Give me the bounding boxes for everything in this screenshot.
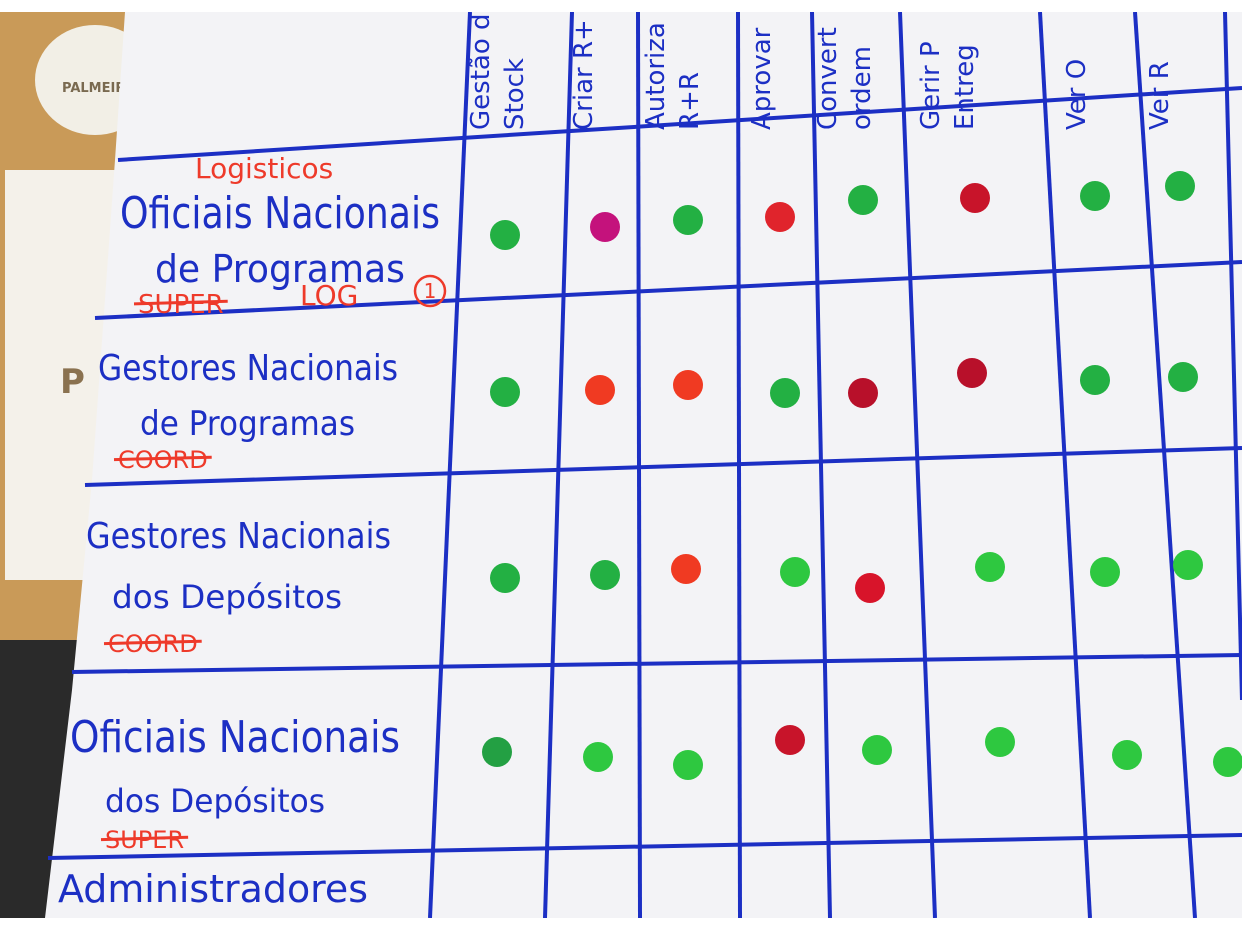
sticker-dot [490, 377, 520, 407]
row-label: dos Depósitos [105, 782, 325, 820]
column-header: Gestão d [466, 14, 496, 131]
column-header: Ver R [1145, 61, 1175, 130]
sticker-dot [673, 750, 703, 780]
sticker-dot [482, 737, 512, 767]
sticker-dot [855, 573, 885, 603]
sticker-dot [671, 554, 701, 584]
sticker-dot [1080, 181, 1110, 211]
grid [47, 11, 1242, 919]
annotation: 1 [424, 279, 437, 303]
row-label: Oficiais Nacionais [120, 188, 440, 239]
annotation: Logisticos [195, 152, 333, 185]
sticker-dot [1112, 740, 1142, 770]
sticker-dot [862, 735, 892, 765]
column-header: Aprovar [747, 27, 777, 130]
column-header: Gerir P [916, 41, 946, 130]
row-label: de Programas [155, 247, 405, 291]
sticker-dot [957, 358, 987, 388]
bottom-border [0, 918, 1242, 927]
sticker-dot [1213, 747, 1242, 777]
sticker-dot [590, 560, 620, 590]
sticker-dot [1090, 557, 1120, 587]
row-label: Oficiais Nacionais [70, 712, 400, 763]
column-header: Convert [813, 27, 843, 130]
column-header: Autoriza [641, 22, 671, 130]
poster-text: P [60, 362, 85, 402]
row-label: Gestores Nacionais [86, 516, 391, 557]
sticker-dot [1080, 365, 1110, 395]
column-header: Criar R+ [569, 19, 599, 130]
sticker-dot [585, 375, 615, 405]
sign-text: PALMEIR [62, 81, 125, 96]
sticker-dot [985, 727, 1015, 757]
sticker-dot [673, 370, 703, 400]
strike-through [133, 299, 228, 306]
strike-through [103, 639, 202, 646]
sticker-dot [975, 552, 1005, 582]
sticker-dot [960, 183, 990, 213]
sticker-dot [590, 212, 620, 242]
annotation-circle [413, 274, 447, 308]
sticker-dot [775, 725, 805, 755]
strike-through [113, 455, 212, 462]
sticker-dot [673, 205, 703, 235]
row-label: de Programas [140, 404, 355, 444]
top-border [0, 0, 1242, 12]
column-header: Entreg [950, 44, 980, 130]
strike-through [100, 835, 189, 842]
sticker-dot [848, 185, 878, 215]
sticker-dot [765, 202, 795, 232]
column-header: Ver O [1062, 59, 1092, 130]
sticker-dot [490, 220, 520, 250]
row-label: Gestores Nacionais [98, 348, 398, 389]
sticker-dot [1165, 171, 1195, 201]
column-header: Stock [500, 58, 530, 130]
sticker-dot [780, 557, 810, 587]
sticker-dot [1173, 550, 1203, 580]
annotation: SUPER [138, 290, 224, 320]
column-header: ordem [847, 46, 877, 130]
row-label: Administradores [58, 867, 368, 911]
column-header: R+R [675, 72, 705, 130]
sticker-dot [490, 563, 520, 593]
sticker-dot [770, 378, 800, 408]
sticker-dot [583, 742, 613, 772]
sticker-dot [1168, 362, 1198, 392]
flip-chart-paper [45, 12, 1242, 918]
row-label: dos Depósitos [112, 578, 342, 616]
annotation: LOG [300, 279, 358, 312]
sticker-dot [848, 378, 878, 408]
